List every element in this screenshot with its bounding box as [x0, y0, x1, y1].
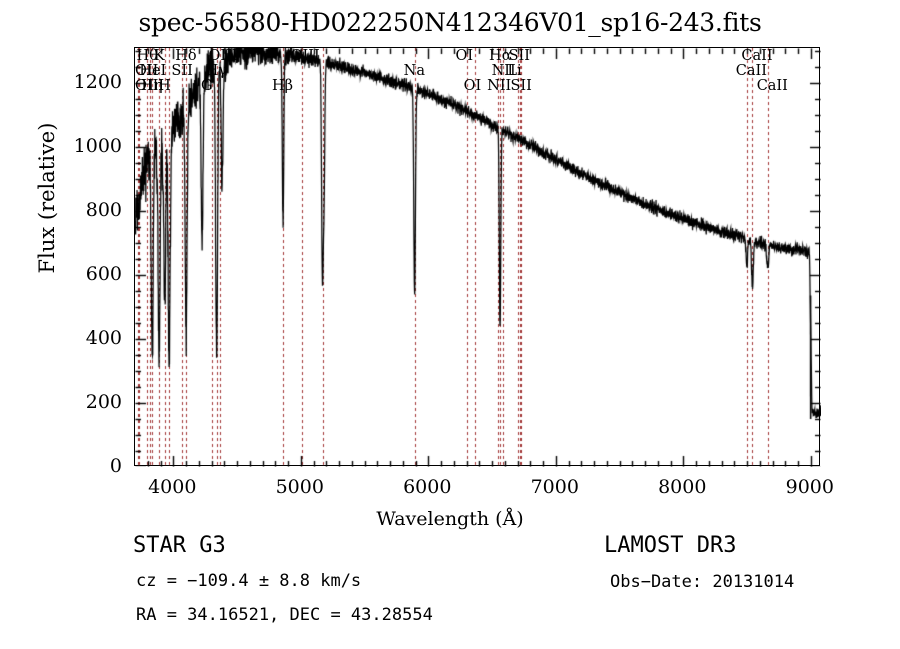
- spectral-line-label: CaII: [756, 78, 788, 94]
- spectrum-canvas: [135, 48, 821, 467]
- survey-name: LAMOST DR3: [604, 533, 737, 558]
- spectral-line-label: OIII: [290, 48, 320, 64]
- y-tick-label: 1200: [73, 71, 122, 94]
- spectral-line-label: OI: [455, 48, 474, 64]
- y-tick-label: 400: [85, 327, 122, 350]
- x-tick-label: 4000: [148, 476, 197, 498]
- plot-area: Hθ K Hδ OIII OIII OI Hα SII CaII OII HeI SII Hγ Na NII…: [134, 47, 821, 467]
- x-tick-label: 9000: [785, 476, 834, 498]
- x-tick-label: 8000: [658, 476, 707, 498]
- spectral-line-label: SII: [510, 78, 532, 94]
- spectral-line-label: CaII: [741, 48, 773, 64]
- y-tick-label: 200: [85, 391, 122, 414]
- spectral-line-label: K: [153, 48, 165, 64]
- x-tick-label: 7000: [530, 476, 579, 498]
- spectral-line-label: OIII: [208, 48, 238, 64]
- spectral-line-label: SII: [508, 48, 530, 64]
- obs-date: Obs−Date: 20131014: [610, 572, 795, 592]
- y-tick-label: 1000: [73, 135, 122, 158]
- spectral-line-label: Li: [507, 63, 522, 79]
- spectral-line-label: CaII: [735, 63, 767, 79]
- spectral-line-label: HeI: [139, 63, 167, 79]
- spectral-line-label: Hγ: [205, 63, 227, 79]
- y-tick-label: 800: [85, 199, 122, 222]
- coordinates: RA = 34.16521, DEC = 43.28554: [136, 605, 433, 625]
- page-title: spec-56580-HD022250N412346V01_sp16-243.f…: [138, 8, 762, 37]
- spectral-line-label: G: [201, 78, 213, 94]
- spectral-line-label: NII: [491, 63, 516, 79]
- y-tick-label: 600: [85, 263, 122, 286]
- spectral-line-label: OII: [135, 63, 159, 79]
- spectral-line-label: Hβ: [272, 78, 294, 94]
- y-tick-label: 0: [109, 455, 122, 477]
- redshift-velocity: cz = −109.4 ± 8.8 km/s: [136, 571, 362, 591]
- spectral-line-label: Hα: [489, 48, 512, 64]
- x-axis-label: Wavelength (Å): [376, 508, 524, 530]
- spectral-line-label: H: [158, 78, 171, 94]
- spectral-line-label: OI: [463, 78, 482, 94]
- spectral-line-label: Hη: [141, 78, 163, 94]
- spectral-line-label: Hθ: [136, 48, 158, 64]
- spectral-line-label: Na: [403, 63, 425, 79]
- x-tick-label: 5000: [275, 476, 324, 498]
- object-type: STAR G3: [133, 533, 226, 558]
- spectral-line-label: SII: [171, 63, 193, 79]
- x-tick-label: 6000: [403, 476, 452, 498]
- spectral-line-label: NII: [487, 78, 512, 94]
- spectral-line-label: Hδ: [175, 48, 197, 64]
- spectral-line-label: OIII: [135, 78, 165, 94]
- y-axis-label: Flux (relative): [35, 122, 59, 274]
